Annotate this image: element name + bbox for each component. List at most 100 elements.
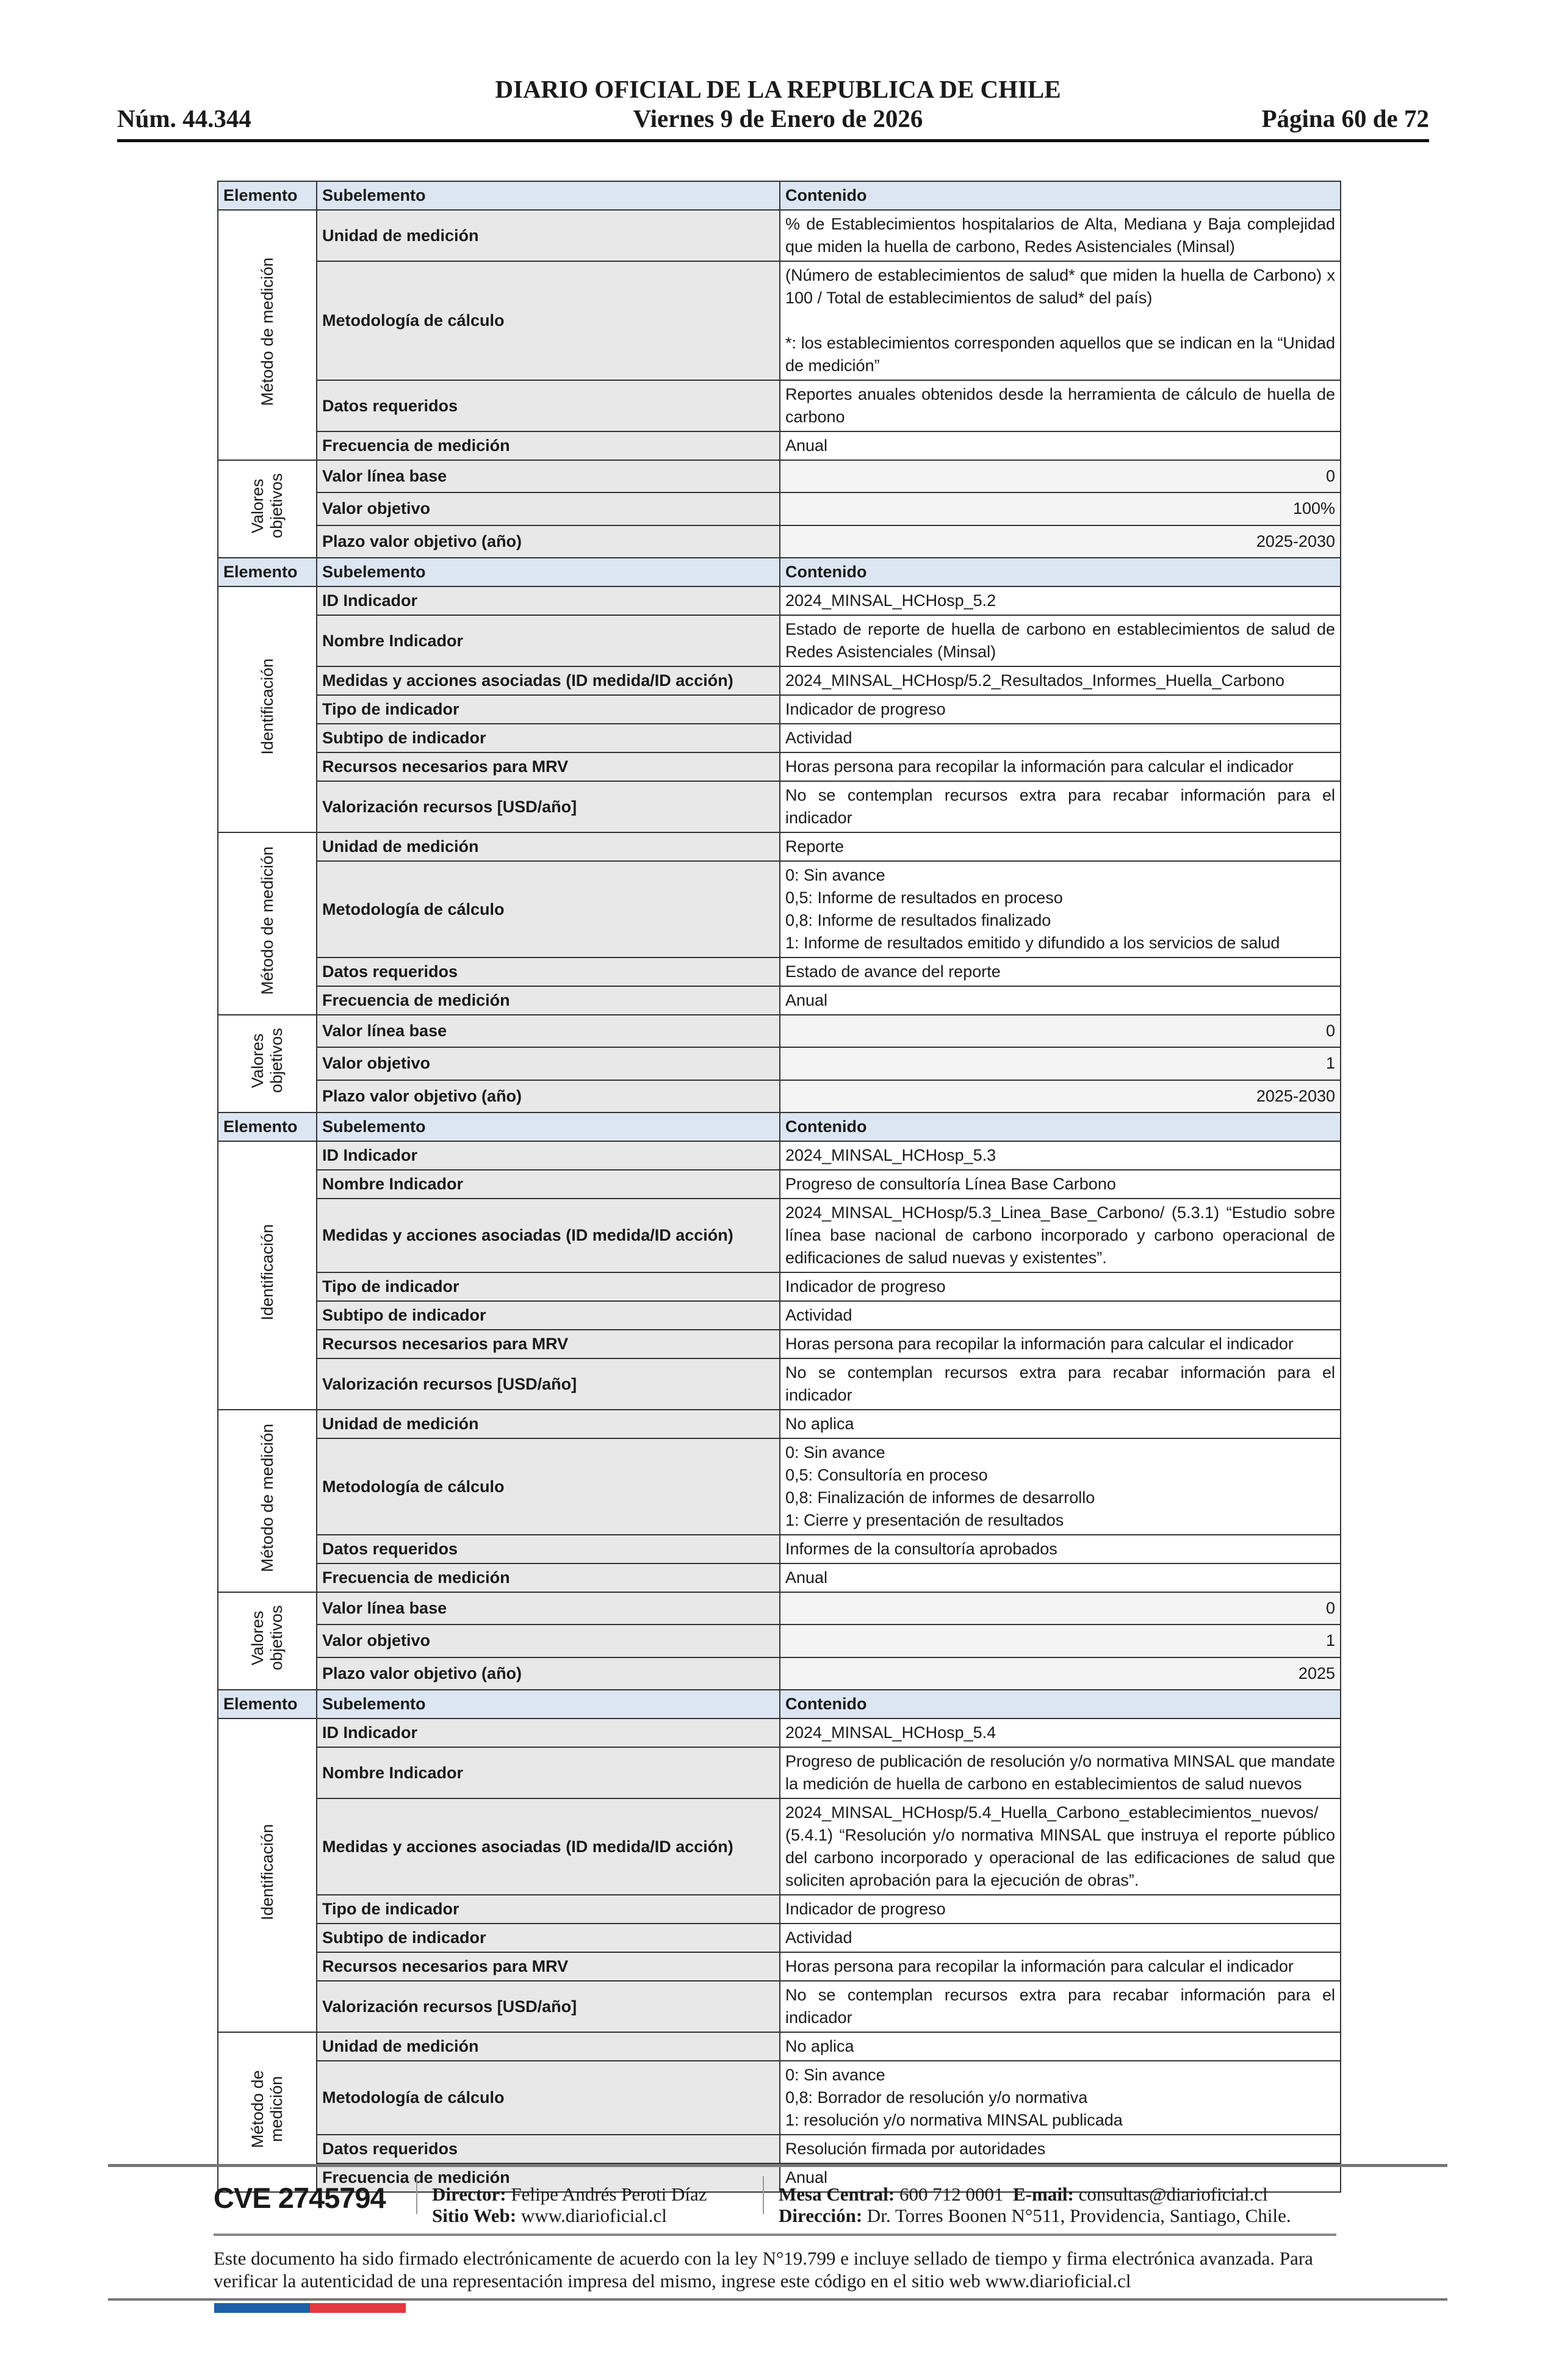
address: Dr. Torres Boonen N°511, Providencia, Sa… — [866, 2205, 1291, 2226]
header-subelemento: Subelemento — [316, 181, 780, 211]
table-header-row: Elemento Subelemento Contenido — [217, 1689, 1341, 1719]
content-line: 0,5: Informe de resultados en proceso — [785, 889, 1063, 907]
content-line: 2025-2030 — [1256, 1086, 1335, 1105]
table-row: Nombre Indicador Progreso de consultoría … — [218, 1169, 1341, 1199]
content-line: Actividad — [785, 1306, 852, 1324]
table-row: Valorización recursos [USD/año] No se con… — [218, 1358, 1341, 1410]
content-line: Anual — [785, 991, 828, 1009]
table-row: Metodología de cálculo (Número de estable… — [218, 261, 1341, 381]
site-link[interactable]: www.diarioficial.cl — [520, 2205, 667, 2226]
table-row: Plazo valor objetivo (año) 2025 — [218, 1656, 1341, 1691]
subelement-cell: Metodología de cálculo — [316, 261, 780, 381]
subelement-cell: Unidad de medición — [316, 209, 780, 262]
element-label: Identificación — [258, 658, 276, 755]
content-cell: Horas persona para recopilar la informac… — [779, 752, 1341, 782]
content-cell: No se contemplan recursos extra para rec… — [779, 1980, 1341, 2033]
table-row: Subtipo de indicador Actividad — [218, 1300, 1341, 1330]
subelement-cell: Plazo valor objetivo (año) — [316, 524, 780, 559]
table-row: Tipo de indicador Indicador de progreso — [218, 694, 1341, 724]
header-elemento: Elemento — [217, 181, 317, 211]
table-row: Tipo de indicador Indicador de progreso — [218, 1272, 1341, 1302]
content-cell: Actividad — [779, 1923, 1341, 1953]
element-cell: Método de medición — [217, 209, 317, 461]
content-line: Progreso de consultoría Línea Base Carbo… — [785, 1175, 1116, 1193]
table-row: Identificación ID Indicador 2024_MINSAL_HC… — [217, 1718, 1341, 2033]
content-line: No se contemplan recursos extra para rec… — [785, 1363, 1335, 1404]
subelement-cell: Recursos necesarios para MRV — [316, 1329, 780, 1359]
subelement-cell: Recursos necesarios para MRV — [316, 752, 780, 782]
content-cell: (Número de establecimientos de salud* qu… — [779, 261, 1341, 381]
subelement-cell: ID Indicador — [316, 1718, 780, 1748]
table-row: Valores objetivos Valor línea base 0 — [217, 459, 1341, 558]
content-cell: 0: Sin avance 0,8: Borrador de resolución… — [779, 2060, 1341, 2135]
header-subelemento: Subelemento — [316, 557, 780, 587]
content-line: 0: Sin avance — [785, 1443, 885, 1462]
element-label: Método de medición — [258, 258, 276, 406]
director-name: Felipe Andrés Peroti Díaz — [511, 2183, 707, 2205]
content-line: 0: Sin avance — [785, 866, 885, 884]
table-row: Medidas y acciones asociadas (ID medida/… — [218, 1798, 1341, 1895]
issue-date: Viernes 9 de Enero de 2026 — [633, 104, 923, 132]
content-line: Estado de reporte de huella de carbono e… — [785, 620, 1335, 661]
header-contenido: Contenido — [779, 557, 1341, 587]
content-line: No aplica — [785, 2037, 854, 2055]
header-elemento: Elemento — [217, 1112, 317, 1142]
subelement-cell: Subtipo de indicador — [316, 1300, 780, 1330]
content-cell: 100% — [779, 492, 1341, 526]
table-row: Subtipo de indicador Actividad — [218, 723, 1341, 753]
table-row: Medidas y acciones asociadas (ID medida/… — [218, 666, 1341, 696]
email-link[interactable]: consultas@diarioficial.cl — [1078, 2183, 1268, 2205]
element-label: Valores objetivos — [248, 1028, 286, 1094]
subelement-cell: Medidas y acciones asociadas (ID medida/… — [316, 1198, 780, 1273]
content-cell: 2024_MINSAL_HCHosp/5.3_Linea_Base_Carbon… — [779, 1198, 1341, 1273]
subelement-cell: ID Indicador — [316, 1141, 780, 1170]
element-label: Valores objetivos — [248, 1605, 286, 1671]
table-row: Recursos necesarios para MRV Horas person… — [218, 752, 1341, 782]
content-cell: 0 — [779, 1014, 1341, 1048]
table-row: Metodología de cálculo 0: Sin avance 0,5: … — [218, 1438, 1341, 1535]
content-line: 1: Cierre y presentación de resultados — [785, 1511, 1064, 1529]
table-row: Datos requeridos Estado de avance del rep… — [218, 957, 1341, 987]
content-cell: Horas persona para recopilar la informac… — [779, 1952, 1341, 1982]
subelement-cell: Unidad de medición — [316, 2032, 780, 2061]
subelement-cell: Plazo valor objetivo (año) — [316, 1656, 780, 1691]
content-line: 0: Sin avance — [785, 2066, 885, 2084]
table-row: Valor objetivo 1 — [218, 1624, 1341, 1658]
table-header-row: Elemento Subelemento Contenido — [217, 181, 1341, 211]
content-line: No se contemplan recursos extra para rec… — [785, 1986, 1335, 2027]
indicator-table: Elemento Subelemento Contenido Método de me… — [217, 181, 1341, 2193]
subelement-cell: Metodología de cálculo — [316, 860, 780, 958]
subelement-cell: Frecuencia de medición — [316, 431, 780, 461]
footer-director-block: Director: Felipe Andrés Peroti Díaz Siti… — [432, 2183, 707, 2226]
content-line: 2024_MINSAL_HCHosp_5.2 — [785, 591, 996, 610]
subelement-cell: Valor objetivo — [316, 1047, 780, 1081]
table-row: Plazo valor objetivo (año) 2025-2030 — [218, 524, 1341, 559]
table-row: Valorización recursos [USD/año] No se con… — [218, 781, 1341, 833]
content-line: Reportes anuales obtenidos desde la herr… — [785, 385, 1335, 426]
footer-divider — [763, 2176, 764, 2214]
content-cell: Indicador de progreso — [779, 1894, 1341, 1924]
element-label: Método de medición — [258, 1423, 276, 1573]
table-row: Valorización recursos [USD/año] No se con… — [218, 1980, 1341, 2033]
subelement-cell: Valorización recursos [USD/año] — [316, 781, 780, 833]
table-row: Tipo de indicador Indicador de progreso — [218, 1894, 1341, 1924]
subelement-cell: Datos requeridos — [316, 957, 780, 987]
subelement-cell: Unidad de medición — [316, 1409, 780, 1439]
flag-stripe-red — [310, 2303, 406, 2313]
content-line: No se contemplan recursos extra para rec… — [785, 786, 1335, 827]
subelement-cell: Nombre Indicador — [316, 615, 780, 667]
element-cell: Identificación — [217, 1141, 317, 1410]
table-header-row: Elemento Subelemento Contenido — [217, 557, 1341, 587]
table-row: Método de medición Unidad de medición Repo… — [217, 832, 1341, 1015]
table-row: Frecuencia de medición Anual — [218, 431, 1341, 461]
content-cell: Actividad — [779, 1300, 1341, 1330]
content-cell: No se contemplan recursos extra para rec… — [779, 781, 1341, 833]
content-line: Indicador de progreso — [785, 1277, 946, 1296]
subelement-cell: Medidas y acciones asociadas (ID medida/… — [316, 666, 780, 696]
table-row: Frecuencia de medición Anual — [218, 1563, 1341, 1593]
table-row: Método de medición Unidad de medición% de… — [217, 209, 1341, 461]
content-cell: 1 — [779, 1047, 1341, 1081]
content-line: Horas persona para recopilar la informac… — [785, 757, 1294, 776]
subelement-cell: Metodología de cálculo — [316, 1438, 780, 1535]
table-row: Metodología de cálculo 0: Sin avance 0,5: … — [218, 860, 1341, 958]
